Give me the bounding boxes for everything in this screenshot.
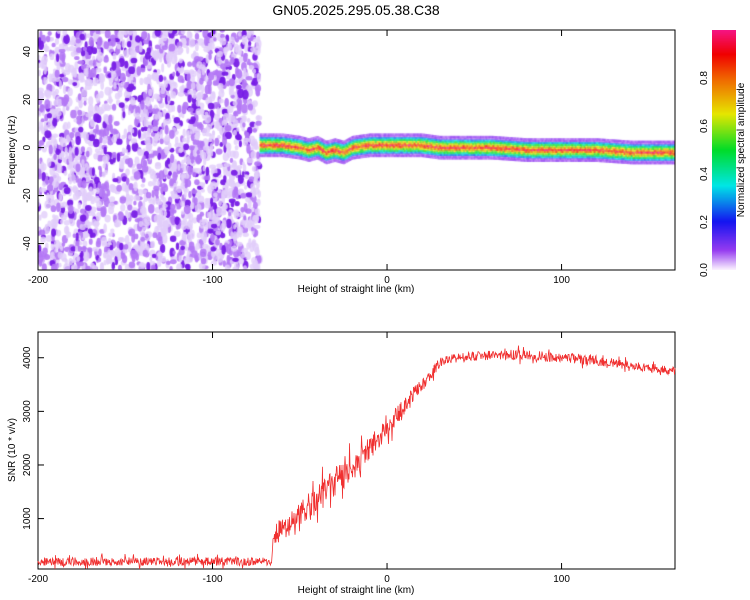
spectrogram-heatmap xyxy=(38,30,675,270)
bottom-y-tick-label: 4000 xyxy=(22,346,33,369)
top-x-tick-label: 0 xyxy=(384,275,390,286)
bottom-y-tick-label: 3000 xyxy=(22,400,33,423)
snr-line xyxy=(37,345,676,570)
top-x-tick-label: -100 xyxy=(203,275,223,286)
bottom-y-tick-label: 2000 xyxy=(22,453,33,476)
bottom-plot-frame xyxy=(37,331,676,570)
bottom-x-tick-label: -200 xyxy=(28,574,48,585)
top-x-tick-label: -200 xyxy=(28,275,48,286)
top-y-tick-label: -20 xyxy=(22,188,33,203)
colorbar-tick-label: 0.6 xyxy=(699,119,710,133)
top-y-tick-label: -40 xyxy=(22,236,33,251)
top-y-tick-label: 20 xyxy=(22,94,33,106)
bottom-x-label: Height of straight line (km) xyxy=(298,585,415,596)
top-x-label: Height of straight line (km) xyxy=(298,284,415,295)
colorbar-tick-label: 0.8 xyxy=(699,71,710,85)
top-y-tick-label: 0 xyxy=(22,144,33,150)
top-x-tick-label: 100 xyxy=(553,275,570,286)
colorbar-label: Normalized spectral amplitude xyxy=(736,82,747,217)
snr-series-line xyxy=(37,345,676,570)
bottom-x-tick-label: -100 xyxy=(203,574,223,585)
top-y-tick-label: 40 xyxy=(22,46,33,58)
bottom-x-tick-label: 100 xyxy=(553,574,570,585)
bottom-y-tick-label: 1000 xyxy=(22,507,33,530)
bottom-x-tick-label: 0 xyxy=(384,574,390,585)
top-y-label: Frequency (Hz) xyxy=(7,116,18,185)
colorbar-tick-label: 0.4 xyxy=(699,167,710,181)
colorbar-tick-label: 0.2 xyxy=(699,215,710,229)
chart-title: GN05.2025.295.05.38.C38 xyxy=(272,2,440,18)
top-plot-frame xyxy=(37,29,676,271)
bottom-y-label: SNR (10 * v/v) xyxy=(7,418,18,482)
colorbar xyxy=(712,30,736,270)
colorbar-tick-label: 0.0 xyxy=(699,263,710,277)
